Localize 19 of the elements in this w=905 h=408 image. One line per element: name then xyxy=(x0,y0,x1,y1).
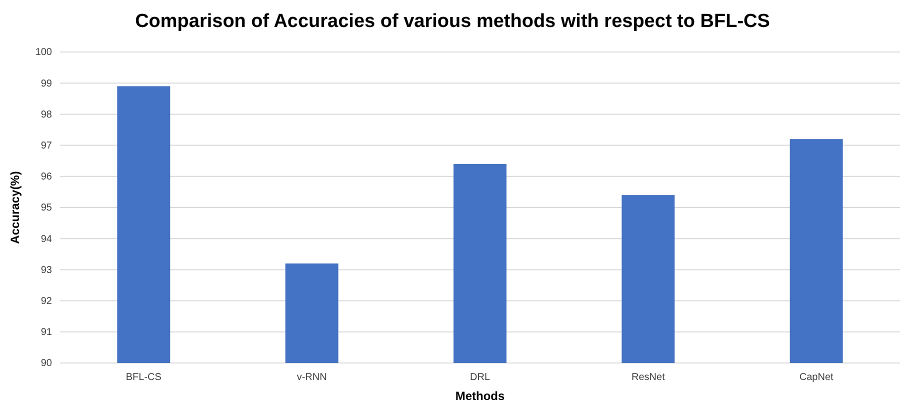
y-tick-label: 92 xyxy=(40,296,52,307)
y-tick-label: 93 xyxy=(40,264,52,276)
y-tick-label: 100 xyxy=(35,47,52,58)
x-tick-label: BFL-CS xyxy=(126,372,162,384)
x-tick-label: v-RNN xyxy=(296,372,327,384)
x-tick-label: ResNet xyxy=(631,372,666,384)
y-tick-label: 90 xyxy=(40,358,52,370)
y-tick-label: 91 xyxy=(40,327,52,338)
y-tick-label: 96 xyxy=(40,172,52,183)
y-tick-label: 94 xyxy=(40,234,52,245)
chart-title: Comparison of Accuracies of various methods with respect to BFL-CS xyxy=(135,11,770,32)
y-tick-label: 99 xyxy=(40,78,52,90)
y-axis-title: Accuracy(%) xyxy=(8,171,22,244)
y-tick-label: 98 xyxy=(40,109,52,120)
x-tick-label: CapNet xyxy=(799,372,834,384)
x-axis-title: Methods xyxy=(455,389,505,403)
y-tick-label: 95 xyxy=(40,202,52,214)
y-tick-label: 97 xyxy=(40,140,52,152)
x-tick-label: DRL xyxy=(470,372,490,384)
